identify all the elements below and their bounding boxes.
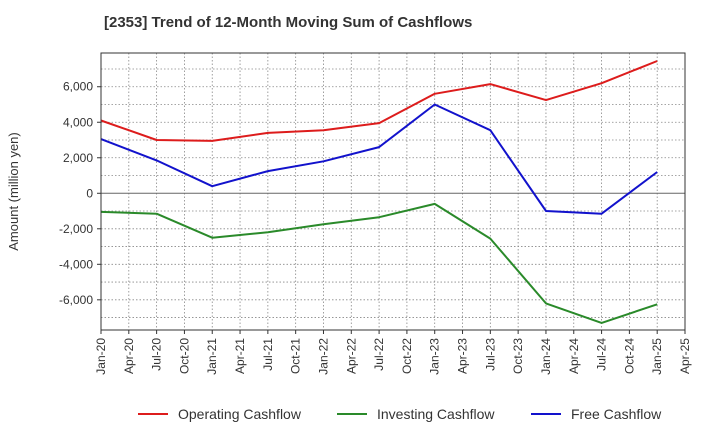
x-tick-label: Apr-20: [122, 338, 136, 374]
y-tick-label: -2,000: [59, 222, 93, 236]
x-tick-label: Jan-20: [94, 338, 108, 375]
x-tick-label: Apr-25: [678, 338, 692, 374]
plot-background: [101, 53, 685, 330]
axes: -6,000 -4,000 -2,000 0 2,000 4,000 6,000 Jan-20…: [6, 52, 692, 375]
legend-label: Free Cashflow: [571, 406, 662, 422]
plot-area: [101, 53, 685, 330]
series-layer: [100, 60, 658, 324]
x-tick-label: Oct-20: [177, 338, 191, 374]
plot-border: [100, 52, 686, 331]
legend-label: Operating Cashflow: [178, 406, 302, 422]
x-tick-label: Oct-24: [622, 338, 636, 374]
chart-title: [2353] Trend of 12-Month Moving Sum of C…: [104, 14, 473, 31]
x-tick-label: Jan-23: [428, 338, 442, 375]
x-tick-label: Jan-22: [316, 338, 330, 375]
x-tick-label: Jan-24: [539, 338, 553, 375]
x-tick-label: Oct-21: [289, 338, 303, 374]
series-line-free-cashflow: [100, 103, 658, 215]
x-tick-label: Apr-23: [456, 338, 470, 374]
x-tick-label: Apr-21: [233, 338, 247, 374]
y-axis-label: Amount (million yen): [6, 132, 21, 251]
x-tick-label: Apr-24: [567, 338, 581, 374]
x-tick-label: Oct-23: [511, 338, 525, 374]
x-tick-label: Jul-23: [483, 338, 497, 371]
x-tick-label: Jan-25: [650, 338, 664, 375]
y-tick-label: -4,000: [59, 257, 93, 271]
x-tick-label: Jul-22: [372, 338, 386, 371]
y-tick-label: 6,000: [63, 80, 93, 94]
x-tick-label: Jan-21: [205, 338, 219, 375]
legend: Operating Cashflow Investing Cashflow Free…: [138, 406, 662, 422]
x-tick-label: Jul-24: [595, 338, 609, 371]
y-tick-label: 4,000: [63, 115, 93, 129]
series-line-operating-cashflow: [100, 60, 658, 142]
y-tick-label: 2,000: [63, 151, 93, 165]
x-tick-label: Jul-21: [261, 338, 275, 371]
legend-label: Investing Cashflow: [377, 406, 495, 422]
x-tick-label: Apr-22: [344, 338, 358, 374]
x-tick-label: Jul-20: [150, 338, 164, 371]
x-tick-label: Oct-22: [400, 338, 414, 374]
series-line-investing-cashflow: [100, 202, 658, 324]
y-tick-label: 0: [86, 186, 93, 200]
y-tick-label: -6,000: [59, 293, 93, 307]
